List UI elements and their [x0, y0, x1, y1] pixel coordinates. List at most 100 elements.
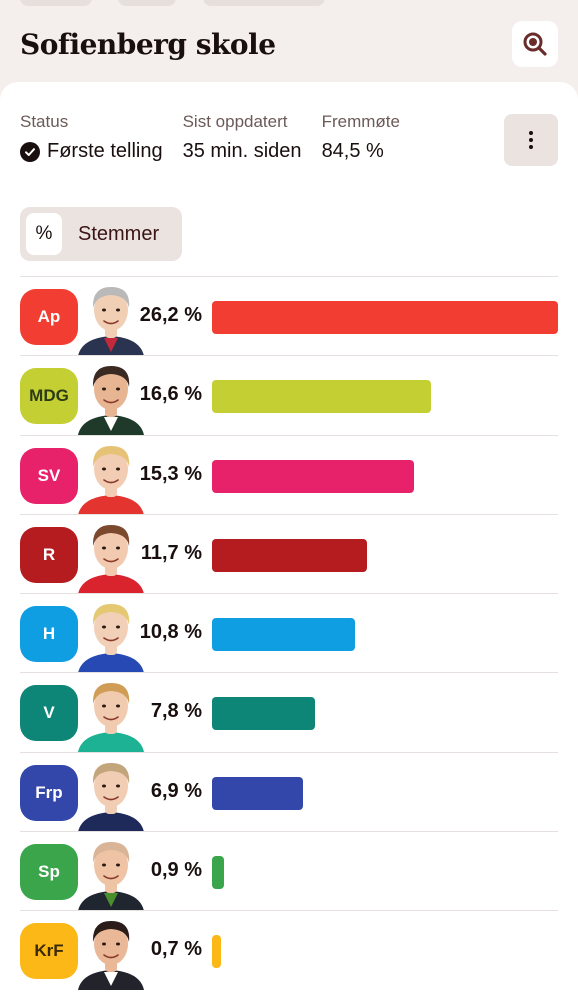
percentage-label: 6,9 % [150, 779, 202, 802]
portrait-eye [116, 863, 120, 867]
portrait-collar [104, 734, 118, 749]
portrait-mouth [103, 954, 119, 959]
turnout-label: Fremmøte [321, 112, 400, 131]
portrait-eye [102, 704, 106, 708]
more-options-button[interactable] [504, 114, 558, 166]
portrait-head [94, 923, 128, 966]
portrait-collar [104, 575, 118, 590]
candidate-portrait [78, 366, 144, 436]
updated-label: Sist oppdatert [182, 112, 288, 131]
percentage-label: 0,7 % [150, 938, 202, 961]
portrait-head [94, 685, 128, 728]
portrait-mouth [103, 478, 119, 483]
portrait-head [94, 289, 128, 331]
result-bar [212, 459, 415, 493]
portrait-hair [92, 445, 130, 467]
result-bar-track [212, 618, 558, 652]
candidate-portrait [78, 524, 144, 594]
portrait-mouth [103, 558, 119, 563]
portrait-eye [116, 546, 120, 550]
portrait-mouth [103, 320, 119, 325]
percentage-label: 15,3 % [139, 462, 202, 485]
results-list: Ap 26,2 % MDG 16,6 % [20, 276, 558, 991]
result-bar [212, 380, 432, 414]
percentage-label: 0,9 % [150, 859, 202, 882]
result-bar-track [212, 935, 558, 969]
result-bar-track [212, 459, 558, 493]
party-badge: Sp [20, 844, 78, 901]
result-bar [212, 935, 222, 969]
result-row[interactable]: Frp 6,9 % [20, 751, 558, 832]
candidate-portrait [78, 921, 144, 991]
portrait-eye [116, 308, 120, 312]
result-row[interactable]: SV 15,3 % [20, 434, 558, 515]
updated-value: 35 min. siden [182, 140, 302, 162]
result-bar-track [212, 697, 558, 731]
portrait-collar [104, 893, 118, 908]
portrait-eye [102, 942, 106, 946]
portrait-eye [102, 546, 106, 550]
results-card: Status Første telling Sist oppdatert 35 … [0, 82, 578, 1000]
top-tab-pill[interactable] [203, 0, 325, 6]
portrait-hair [92, 921, 130, 943]
portrait-hair [92, 842, 130, 864]
portrait-eye [116, 625, 120, 629]
top-tab-pill[interactable] [20, 0, 92, 6]
result-row[interactable]: MDG 16,6 % [20, 355, 558, 436]
percentage-label: 16,6 % [139, 383, 202, 406]
portrait-hair [92, 683, 130, 705]
candidate-portrait [78, 604, 144, 674]
portrait-eye [116, 784, 120, 788]
portrait-eye [102, 625, 106, 629]
result-row[interactable]: R 11,7 % [20, 513, 558, 594]
portrait-hair [92, 524, 130, 546]
percentage-label: 26,2 % [139, 304, 202, 326]
votes-toggle-option[interactable]: Stemmer [78, 222, 160, 245]
result-row[interactable]: KrF 0,7 % [20, 910, 558, 991]
portrait-eye [116, 704, 120, 708]
portrait-eye [102, 467, 106, 471]
portrait-eye [102, 387, 106, 391]
more-vertical-icon-dot [529, 131, 533, 135]
portrait-head [94, 764, 128, 807]
more-vertical-icon-dot [529, 145, 533, 149]
portrait-collar [104, 813, 118, 828]
portrait-hair [92, 604, 130, 626]
party-badge: R [20, 526, 78, 583]
result-row[interactable]: Sp 0,9 % [20, 831, 558, 912]
portrait-head [94, 606, 128, 649]
portrait-collar [104, 655, 118, 670]
candidate-portrait [78, 842, 144, 912]
result-row[interactable]: Ap 26,2 % [20, 276, 558, 356]
portrait-hair [92, 762, 130, 784]
result-bar-track [212, 380, 558, 414]
candidate-portrait [78, 287, 144, 356]
result-bar [212, 618, 355, 652]
portrait-head [94, 844, 128, 887]
party-badge: H [20, 606, 78, 663]
page-title: Sofienberg skole [20, 27, 276, 61]
portrait-eye [102, 308, 106, 312]
result-bar [212, 776, 304, 810]
result-row[interactable]: H 10,8 % [20, 593, 558, 674]
search-button[interactable] [512, 21, 558, 67]
updated-stat: Sist oppdatert 35 min. siden [183, 112, 302, 163]
more-vertical-icon-dot [529, 138, 533, 142]
status-value-wrap: Første telling [20, 140, 163, 163]
header: Sofienberg skole [20, 20, 558, 68]
portrait-mouth [103, 875, 119, 880]
stats-row: Status Første telling Sist oppdatert 35 … [20, 112, 420, 163]
result-bar-track [212, 538, 558, 572]
result-row[interactable]: V 7,8 % [20, 672, 558, 753]
result-bar [212, 697, 315, 731]
status-value: Første telling [47, 140, 163, 162]
percent-toggle-option[interactable]: % [26, 213, 62, 255]
candidate-portrait [78, 762, 144, 832]
portrait-head [94, 368, 128, 411]
portrait-collar [104, 972, 118, 987]
top-tab-pill[interactable] [118, 0, 176, 6]
portrait-mouth [103, 716, 119, 721]
party-badge: SV [20, 447, 78, 504]
party-badge: MDG [20, 368, 78, 425]
portrait-head [94, 526, 128, 569]
